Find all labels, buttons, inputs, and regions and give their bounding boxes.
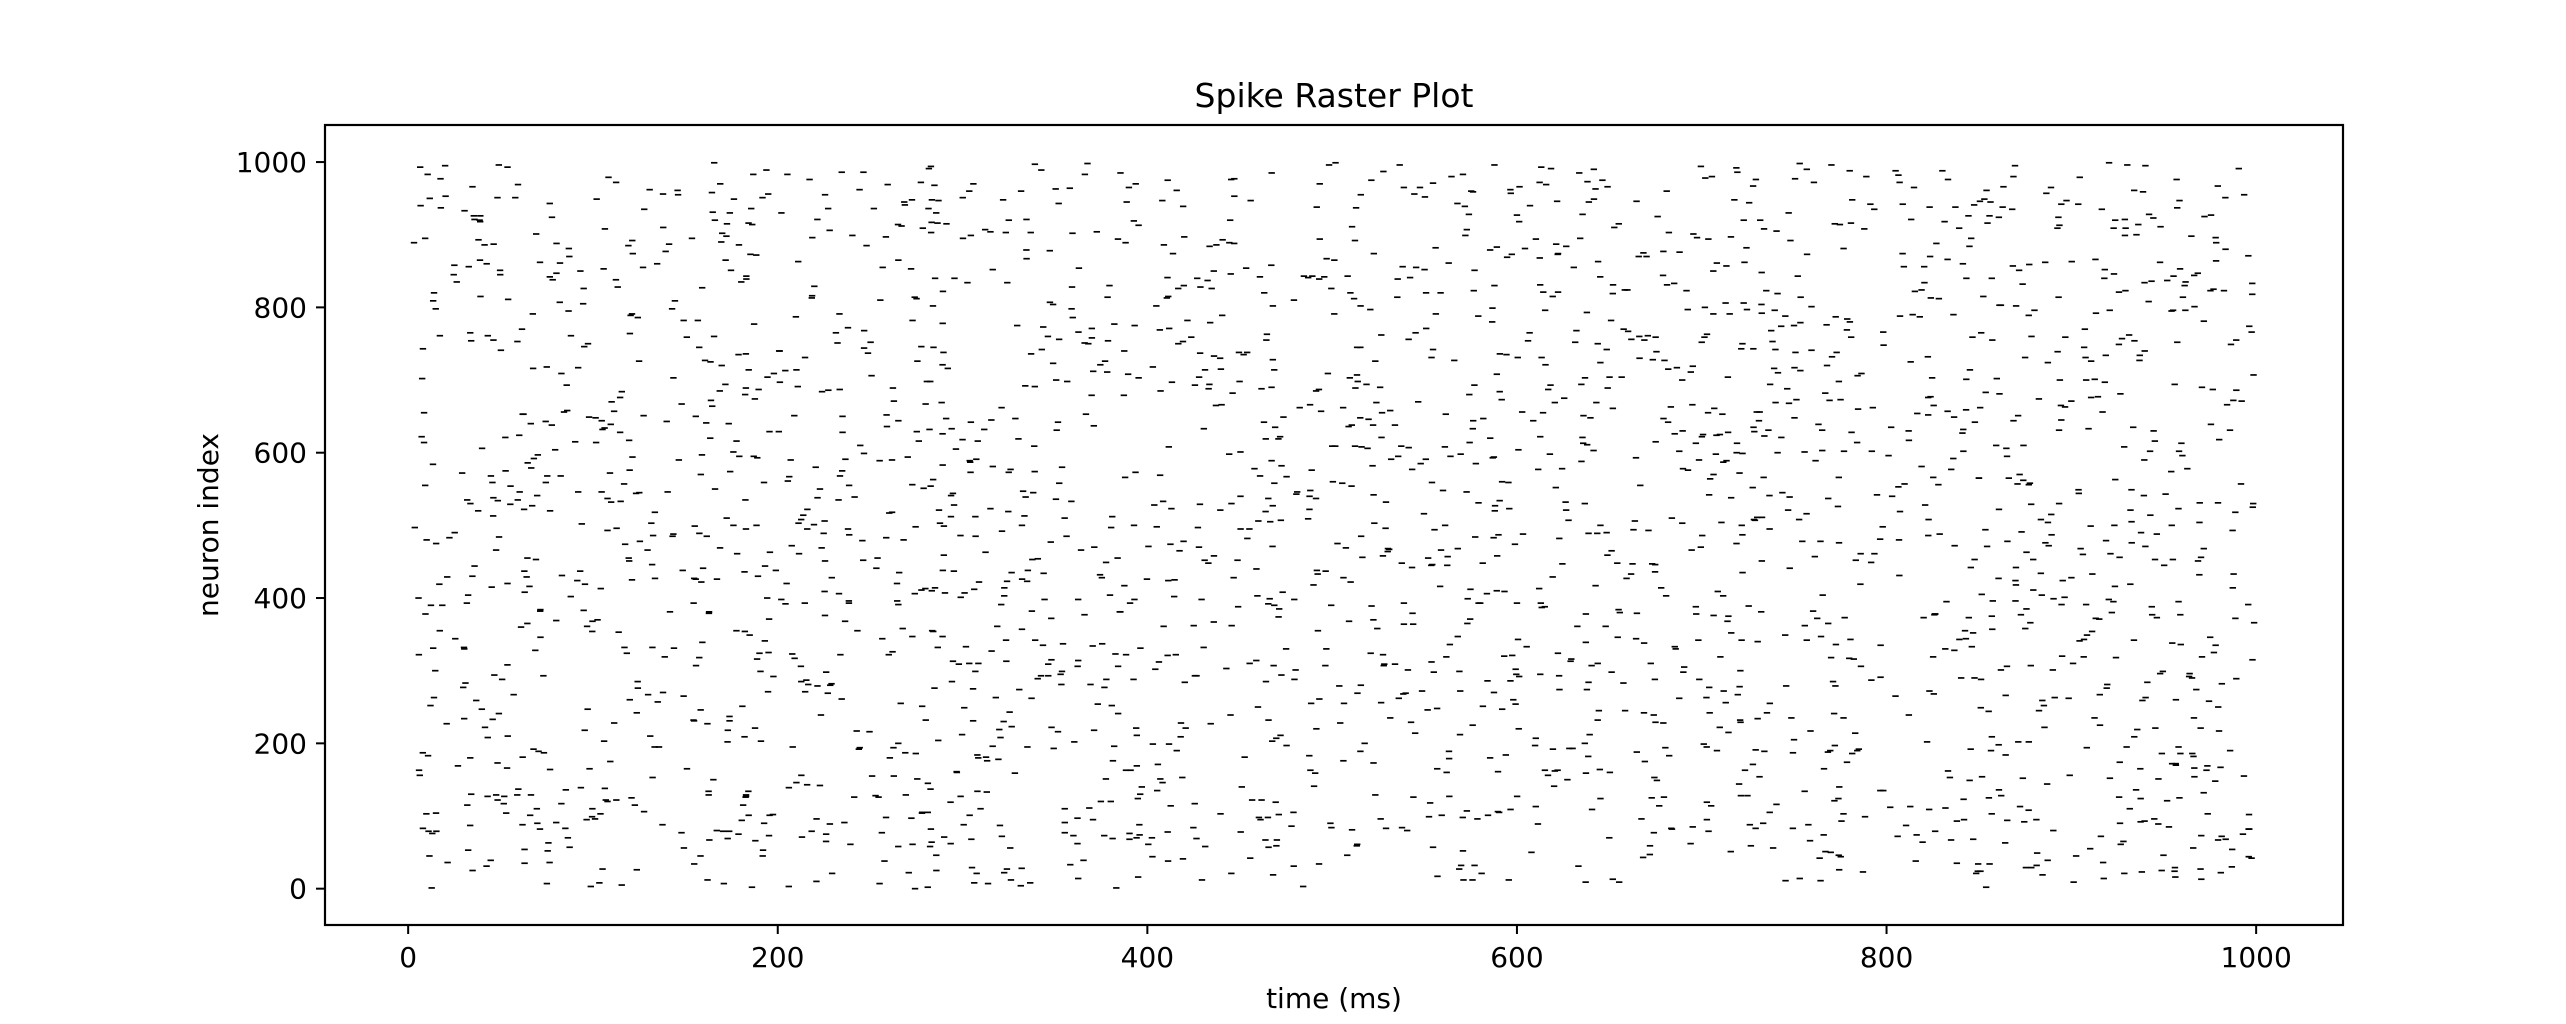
y-axis-ticks: 0 200 400 600 800 1000: [236, 146, 325, 906]
x-tick-label: 0: [399, 941, 417, 974]
y-tick-label: 200: [254, 727, 307, 760]
x-axis-ticks: 0 200 400 600 800 1000: [399, 925, 2292, 974]
x-tick-label: 1000: [2221, 941, 2292, 974]
y-tick-label: 400: [254, 582, 307, 615]
x-axis-label: time (ms): [1266, 982, 1402, 1015]
y-tick-label: 0: [289, 873, 307, 906]
y-tick-label: 1000: [236, 146, 307, 179]
y-axis-label: neuron index: [192, 433, 225, 617]
y-tick-label: 800: [254, 291, 307, 324]
y-tick-label: 600: [254, 437, 307, 470]
x-tick-label: 200: [751, 941, 804, 974]
x-tick-label: 400: [1121, 941, 1174, 974]
x-tick-label: 800: [1860, 941, 1913, 974]
x-tick-label: 600: [1490, 941, 1543, 974]
chart-title: Spike Raster Plot: [1195, 76, 1474, 115]
spike-marks: [410, 161, 2258, 890]
plot-frame: [323, 123, 2345, 927]
